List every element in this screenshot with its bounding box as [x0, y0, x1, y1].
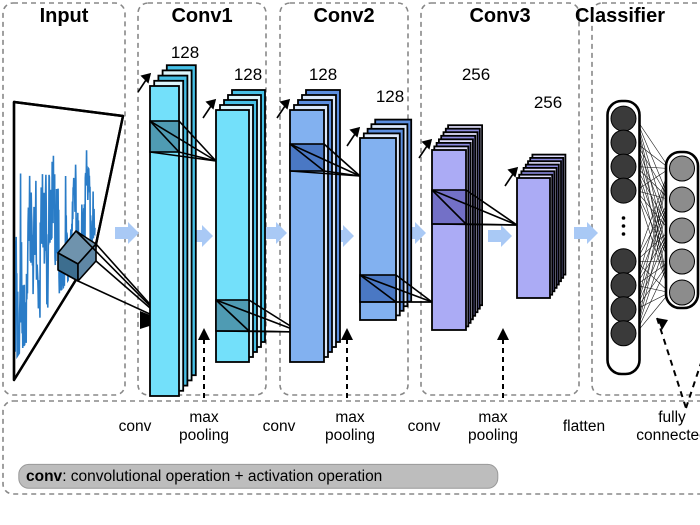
svg-text:Conv3: Conv3	[469, 5, 530, 27]
svg-text:pooling: pooling	[468, 427, 518, 444]
svg-text:max: max	[478, 409, 508, 426]
svg-text:128: 128	[309, 65, 337, 84]
svg-text:max: max	[189, 409, 219, 426]
svg-text:conv: convolutional operation: conv: convolutional operation + activati…	[26, 468, 382, 485]
svg-text:max: max	[335, 409, 365, 426]
svg-text:conv: conv	[263, 418, 296, 435]
svg-text:conv: conv	[408, 418, 441, 435]
svg-text:256: 256	[534, 93, 562, 112]
svg-text:128: 128	[234, 65, 262, 84]
svg-text:pooling: pooling	[179, 427, 229, 444]
svg-text:128: 128	[171, 43, 199, 62]
svg-text:pooling: pooling	[325, 427, 375, 444]
svg-text:Conv1: Conv1	[171, 5, 232, 27]
svg-text:Input: Input	[40, 5, 89, 27]
svg-text:conv: conv	[119, 418, 152, 435]
svg-text:flatten: flatten	[563, 418, 605, 435]
svg-text:Conv2: Conv2	[313, 5, 374, 27]
svg-text:connected: connected	[636, 427, 700, 444]
svg-text:Classifier: Classifier	[575, 5, 665, 27]
svg-text:fully: fully	[658, 409, 686, 426]
svg-text:256: 256	[462, 65, 490, 84]
svg-text:128: 128	[376, 87, 404, 106]
